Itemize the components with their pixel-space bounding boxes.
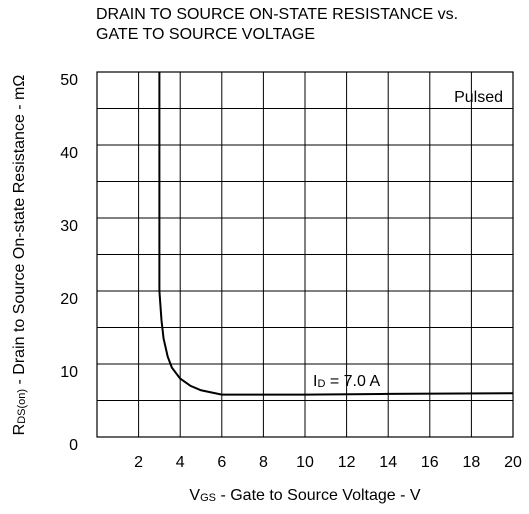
x-tick-label: 2 bbox=[134, 454, 143, 471]
annotation-text: = 7.0 A bbox=[325, 373, 380, 390]
x-label-subscript: GS bbox=[200, 492, 216, 504]
x-axis-label: VGS - Gate to Source Voltage - V bbox=[189, 487, 420, 504]
x-tick-label: 8 bbox=[259, 454, 268, 471]
chart-title: GATE TO SOURCE VOLTAGE bbox=[96, 26, 315, 43]
x-tick-label: 18 bbox=[463, 454, 481, 471]
y-tick-label: 50 bbox=[60, 72, 78, 89]
y-tick-label: 20 bbox=[60, 291, 78, 308]
x-tick-label: 12 bbox=[338, 454, 356, 471]
y-tick-label: 30 bbox=[60, 218, 78, 235]
y-tick-label: 0 bbox=[69, 437, 78, 454]
x-tick-label: 20 bbox=[504, 454, 522, 471]
annotation-subscript: D bbox=[317, 378, 325, 390]
y-label-symbol: R bbox=[11, 424, 28, 436]
x-label-symbol: V bbox=[189, 487, 200, 504]
x-tick-label: 10 bbox=[296, 454, 314, 471]
plot-frame bbox=[96, 71, 514, 438]
chart-title: DRAIN TO SOURCE ON-STATE RESISTANCE vs. bbox=[96, 6, 458, 23]
x-tick-label: 14 bbox=[379, 454, 397, 471]
y-label-subscript: DS(on) bbox=[16, 389, 28, 424]
y-tick-label: 40 bbox=[60, 145, 78, 162]
y-label-text: - Drain to Source On-state Resistance - … bbox=[11, 75, 28, 389]
y-tick-label: 10 bbox=[60, 364, 78, 381]
data-line bbox=[158, 72, 514, 396]
annotation: Pulsed bbox=[454, 89, 503, 106]
y-axis-label: RDS(on) - Drain to Source On-state Resis… bbox=[11, 75, 28, 436]
annotation-symbol: I bbox=[313, 373, 317, 390]
x-tick-label: 6 bbox=[217, 454, 226, 471]
x-label-text: - Gate to Source Voltage - V bbox=[216, 487, 421, 504]
x-tick-label: 16 bbox=[421, 454, 439, 471]
annotation: ID = 7.0 A bbox=[313, 373, 380, 390]
x-tick-label: 4 bbox=[176, 454, 185, 471]
